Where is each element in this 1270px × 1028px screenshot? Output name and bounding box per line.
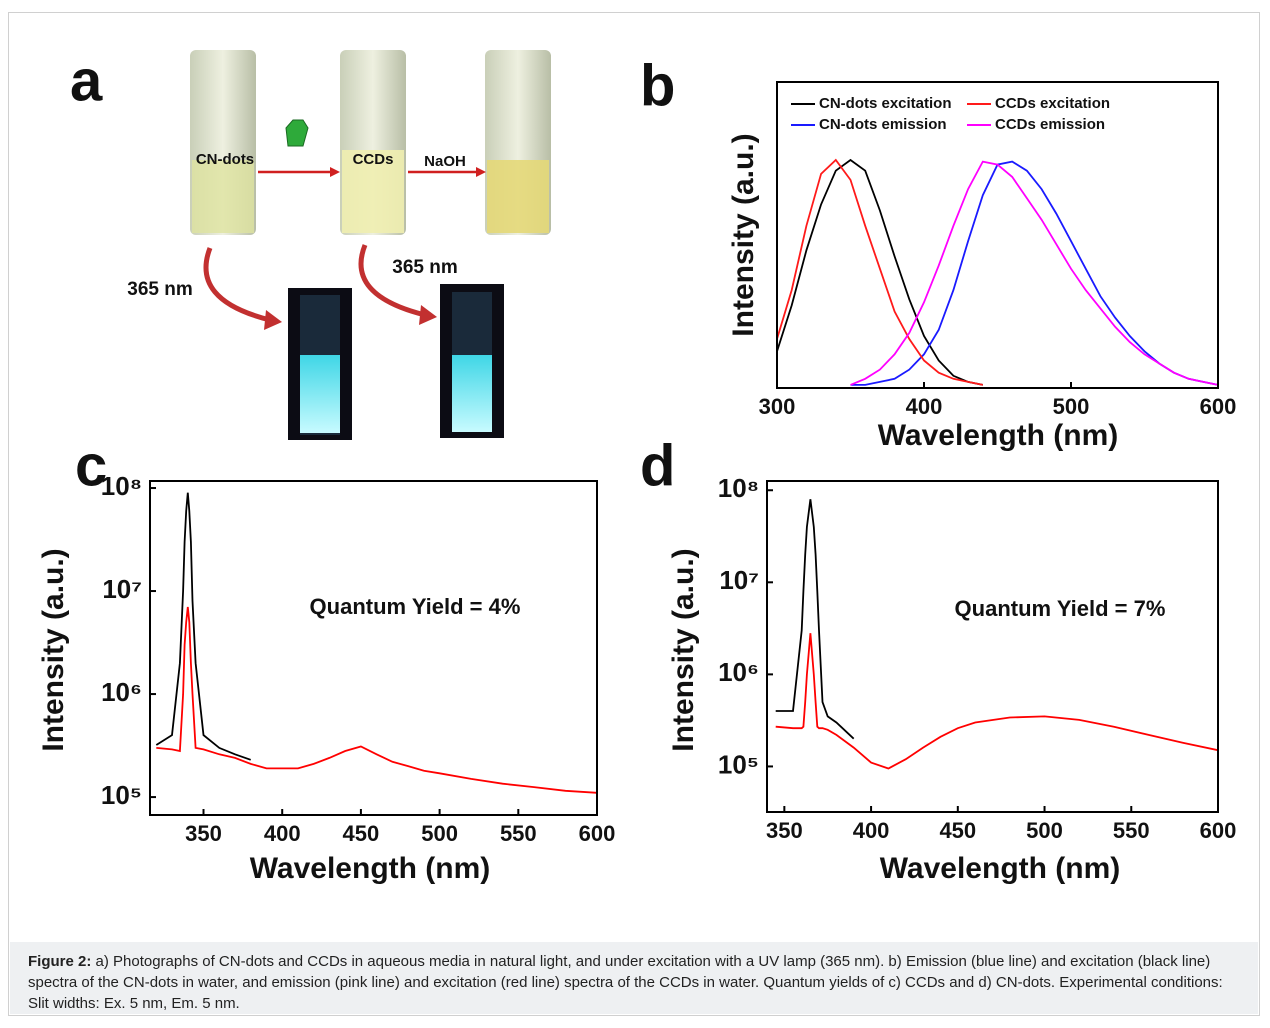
annotation: Quantum Yield = 7% xyxy=(955,596,1166,621)
x-tick-label: 550 xyxy=(1113,818,1150,843)
legend-label: CN-dots emission xyxy=(819,116,947,133)
annotation: Quantum Yield = 4% xyxy=(310,594,521,619)
panel-letter: b xyxy=(640,53,675,118)
uv-label: 365 nm xyxy=(392,257,457,278)
x-axis-label: Wavelength (nm) xyxy=(878,419,1119,452)
x-tick-label: 350 xyxy=(185,821,222,846)
x-tick-label: 600 xyxy=(1200,818,1237,843)
y-tick-label: 10⁸ xyxy=(101,471,142,501)
plot-frame xyxy=(149,480,598,816)
y-tick-label: 10⁶ xyxy=(101,677,142,707)
arrow-head xyxy=(476,167,486,177)
legend-label: CN-dots excitation xyxy=(819,95,952,112)
y-tick-label: 10⁵ xyxy=(718,749,759,779)
x-axis-label: Wavelength (nm) xyxy=(250,852,491,885)
vial-liquid xyxy=(342,150,404,233)
data-line xyxy=(156,606,597,794)
curved-arrow xyxy=(203,247,271,323)
vial-liquid xyxy=(192,160,254,233)
x-tick-label: 500 xyxy=(421,821,458,846)
panel-letter: d xyxy=(640,433,675,498)
x-tick-label: 350 xyxy=(766,818,803,843)
uv-glow xyxy=(300,355,340,433)
panel-letter: c xyxy=(75,433,107,498)
data-line xyxy=(777,158,983,386)
arrow-head xyxy=(330,167,340,177)
sample-label: CCDs xyxy=(353,151,394,168)
x-tick-label: 550 xyxy=(500,821,537,846)
y-tick-label: 10⁶ xyxy=(718,657,759,687)
x-axis-label: Wavelength (nm) xyxy=(880,852,1121,885)
curved-arrow xyxy=(358,244,426,318)
y-axis-label: Intensity (a.u.) xyxy=(727,133,760,336)
x-tick-label: 400 xyxy=(853,818,890,843)
y-axis-label: Intensity (a.u.) xyxy=(667,548,700,751)
vial-liquid xyxy=(487,160,549,233)
y-tick-label: 10⁷ xyxy=(102,574,142,604)
data-line xyxy=(775,499,855,740)
x-tick-label: 500 xyxy=(1026,818,1063,843)
y-axis-label: Intensity (a.u.) xyxy=(37,548,70,751)
panel-a: a CN-dots CCDs NaOH 365 nm 365 nm xyxy=(70,48,551,440)
x-tick-label: 450 xyxy=(343,821,380,846)
sample-label: CN-dots xyxy=(196,151,254,168)
y-tick-label: 10⁸ xyxy=(718,473,759,503)
chart-panel: d 350 400 450 500 550 600 10⁵ 10⁶ 10⁷ 10⁸ Wavelengt… xyxy=(640,433,1236,885)
x-tick-label: 300 xyxy=(759,394,796,419)
legend-label: CCDs excitation xyxy=(995,95,1110,112)
data-line xyxy=(850,160,1218,386)
x-tick-label: 450 xyxy=(939,818,976,843)
x-tick-label: 400 xyxy=(906,394,943,419)
x-tick-label: 500 xyxy=(1053,394,1090,419)
data-line xyxy=(777,158,983,386)
y-tick-label: 10⁵ xyxy=(101,780,142,810)
x-tick-label: 600 xyxy=(1200,394,1237,419)
plot-frame xyxy=(776,81,1219,389)
arrow-head xyxy=(264,310,282,330)
reagent-label: NaOH xyxy=(424,153,466,170)
data-line xyxy=(775,633,1218,770)
y-tick-label: 10⁷ xyxy=(719,565,759,595)
panel-letter: a xyxy=(70,48,103,113)
reagent-icon xyxy=(285,119,309,147)
x-tick-label: 400 xyxy=(264,821,301,846)
caption: Figure 2: a) Photographs of CN-dots and … xyxy=(10,942,1258,1014)
figure: a CN-dots CCDs NaOH 365 nm 365 nm b 300 40… xyxy=(37,48,1236,885)
data-line xyxy=(155,492,251,761)
uv-glow xyxy=(452,355,492,432)
chart-panel: b 300 400 500 600 Wavelength (nm) Intensity (a… xyxy=(640,53,1236,452)
caption-text: a) Photographs of CN-dots and CCDs in aq… xyxy=(28,953,1223,1012)
figure-frame xyxy=(8,12,1260,1016)
arrow-head xyxy=(419,305,437,325)
plot-frame xyxy=(766,480,1219,813)
chart-panel: c 350 400 450 500 550 600 10⁵ 10⁶ 10⁷ 10⁸ Wavelengt… xyxy=(37,433,615,885)
legend-label: CCDs emission xyxy=(995,116,1105,133)
data-line xyxy=(850,160,1218,386)
x-tick-label: 600 xyxy=(579,821,616,846)
uv-label: 365 nm xyxy=(127,279,192,300)
caption-label: Figure 2: xyxy=(28,953,92,970)
